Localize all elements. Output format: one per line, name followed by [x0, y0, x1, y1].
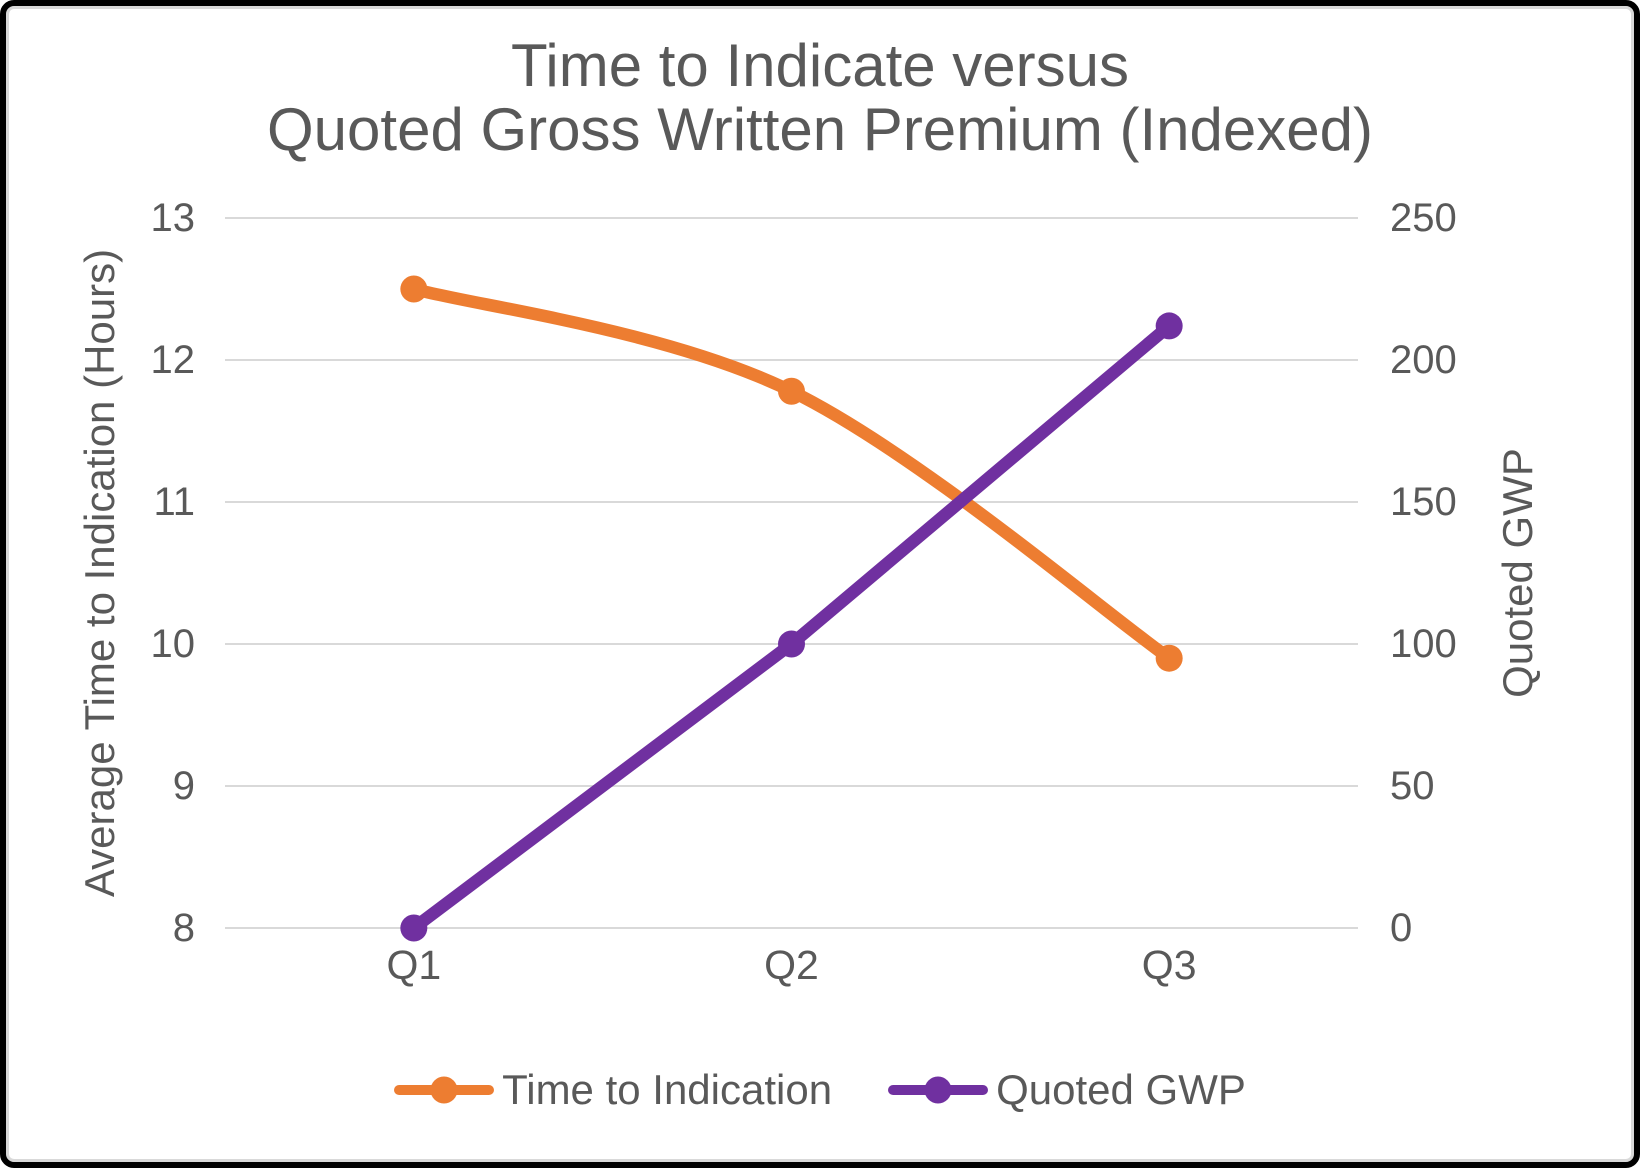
x-tick-label-q2: Q2 [764, 942, 819, 988]
left-tick-label: 12 [150, 338, 196, 382]
chart-title-line1: Time to Indicate versus [510, 32, 1130, 99]
series-line-time-to-indication [407, 282, 1176, 665]
x-tick-label-q1: Q1 [386, 942, 442, 988]
left-tick-label: 13 [150, 196, 196, 240]
left-tick-label: 11 [153, 480, 195, 524]
left-tick-label: 8 [172, 906, 195, 950]
legend-label: Quoted GWP [996, 1066, 1246, 1113]
legend-dot [430, 1076, 458, 1104]
right-tick-label: 0 [1390, 906, 1413, 950]
left-tick-label: 10 [150, 622, 196, 666]
legend: Time to Indication Quoted GWP [0, 1066, 1640, 1114]
right-tick-label: 200 [1390, 338, 1457, 382]
right-tick-label: 150 [1390, 480, 1457, 524]
right-tick-label: 250 [1390, 196, 1457, 240]
legend-item-quoted-gwp: Quoted GWP [888, 1066, 1246, 1114]
legend-marker-icon [888, 1075, 989, 1105]
right-tick-label: 50 [1390, 764, 1435, 808]
legend-dot [924, 1076, 952, 1104]
data-point-quoted-gwp-q1 [400, 914, 428, 942]
series-line-quoted-gwp [407, 319, 1176, 935]
legend-item-time-to-indication: Time to Indication [394, 1066, 832, 1114]
chart-title-line2: Quoted Gross Written Premium (Indexed) [267, 95, 1373, 163]
legend-marker-icon [394, 1075, 495, 1105]
data-point-time-to-indication-q1 [400, 275, 428, 303]
data-point-time-to-indication-q2 [778, 377, 805, 405]
legend-label: Time to Indication [502, 1066, 833, 1113]
data-point-time-to-indication-q3 [1155, 644, 1183, 672]
x-tick-label-q3: Q3 [1141, 942, 1197, 988]
data-point-quoted-gwp-q3 [1155, 312, 1183, 340]
chart-title: Time to Indicate versus Quoted Gross Wri… [0, 34, 1640, 161]
data-point-quoted-gwp-q2 [778, 630, 805, 658]
right-tick-label: 100 [1390, 622, 1457, 666]
left-tick-label: 9 [172, 764, 195, 808]
